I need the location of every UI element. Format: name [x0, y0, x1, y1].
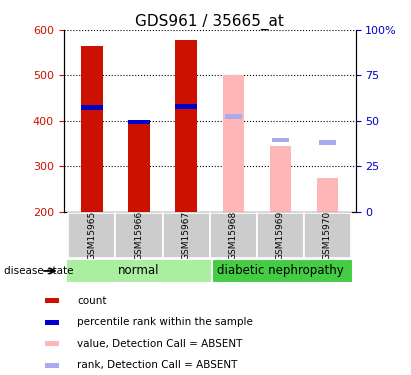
Bar: [66, 259, 212, 283]
Bar: [81, 105, 102, 110]
Text: GSM15967: GSM15967: [182, 211, 191, 260]
Bar: [212, 259, 353, 283]
Bar: [304, 213, 351, 258]
Text: GSM15965: GSM15965: [88, 211, 97, 260]
Bar: [225, 114, 242, 118]
Bar: [128, 120, 150, 124]
Bar: [45, 320, 59, 324]
Bar: [128, 121, 150, 212]
Bar: [175, 104, 197, 109]
Bar: [257, 213, 304, 258]
Text: diabetic nephropathy: diabetic nephropathy: [217, 264, 344, 278]
Bar: [115, 213, 162, 258]
Bar: [270, 146, 291, 212]
Bar: [317, 178, 338, 212]
Text: count: count: [77, 296, 107, 306]
Bar: [45, 341, 59, 346]
Text: rank, Detection Call = ABSENT: rank, Detection Call = ABSENT: [77, 360, 238, 370]
Text: disease state: disease state: [4, 266, 74, 276]
Bar: [210, 213, 257, 258]
Title: GDS961 / 35665_at: GDS961 / 35665_at: [135, 14, 284, 30]
Bar: [45, 363, 59, 368]
Text: GSM15969: GSM15969: [276, 211, 285, 260]
Text: normal: normal: [118, 264, 160, 278]
Bar: [272, 138, 289, 142]
Bar: [68, 213, 115, 258]
Bar: [319, 141, 336, 145]
Bar: [175, 40, 197, 212]
Bar: [45, 298, 59, 303]
Text: percentile rank within the sample: percentile rank within the sample: [77, 317, 253, 327]
Bar: [81, 46, 102, 212]
Text: GSM15966: GSM15966: [134, 211, 143, 260]
Text: value, Detection Call = ABSENT: value, Detection Call = ABSENT: [77, 339, 242, 349]
Text: GSM15968: GSM15968: [229, 211, 238, 260]
Text: GSM15970: GSM15970: [323, 211, 332, 260]
Bar: [222, 75, 244, 212]
Bar: [162, 213, 210, 258]
